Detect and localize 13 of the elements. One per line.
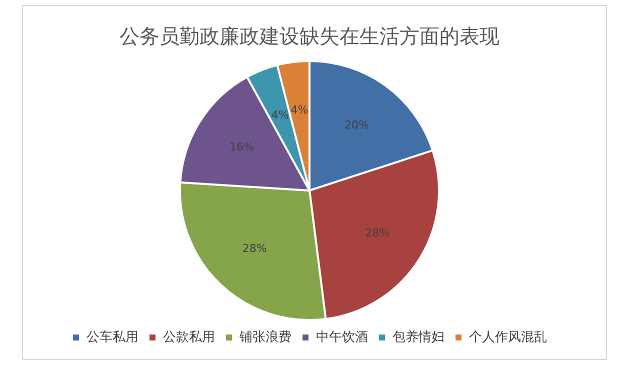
data-label: 28%: [365, 226, 390, 240]
data-label: 4%: [271, 108, 289, 122]
data-label: 20%: [344, 118, 369, 132]
data-label: 16%: [229, 140, 254, 154]
data-label: 28%: [242, 242, 267, 255]
legend-label: 个人作风混乱: [469, 330, 547, 345]
data-label: 4%: [290, 104, 308, 117]
legend-label: 包养情妇: [392, 328, 444, 345]
legend-label: 中午饮酒: [316, 330, 368, 345]
legend-label: 铺张浪费: [238, 328, 292, 345]
legend-label: 公车私用: [86, 330, 138, 345]
legend-label: 公款私用: [163, 330, 215, 345]
chart-title: 公务员勤政廉政建设缺失在生活方面的表现: [120, 24, 500, 48]
